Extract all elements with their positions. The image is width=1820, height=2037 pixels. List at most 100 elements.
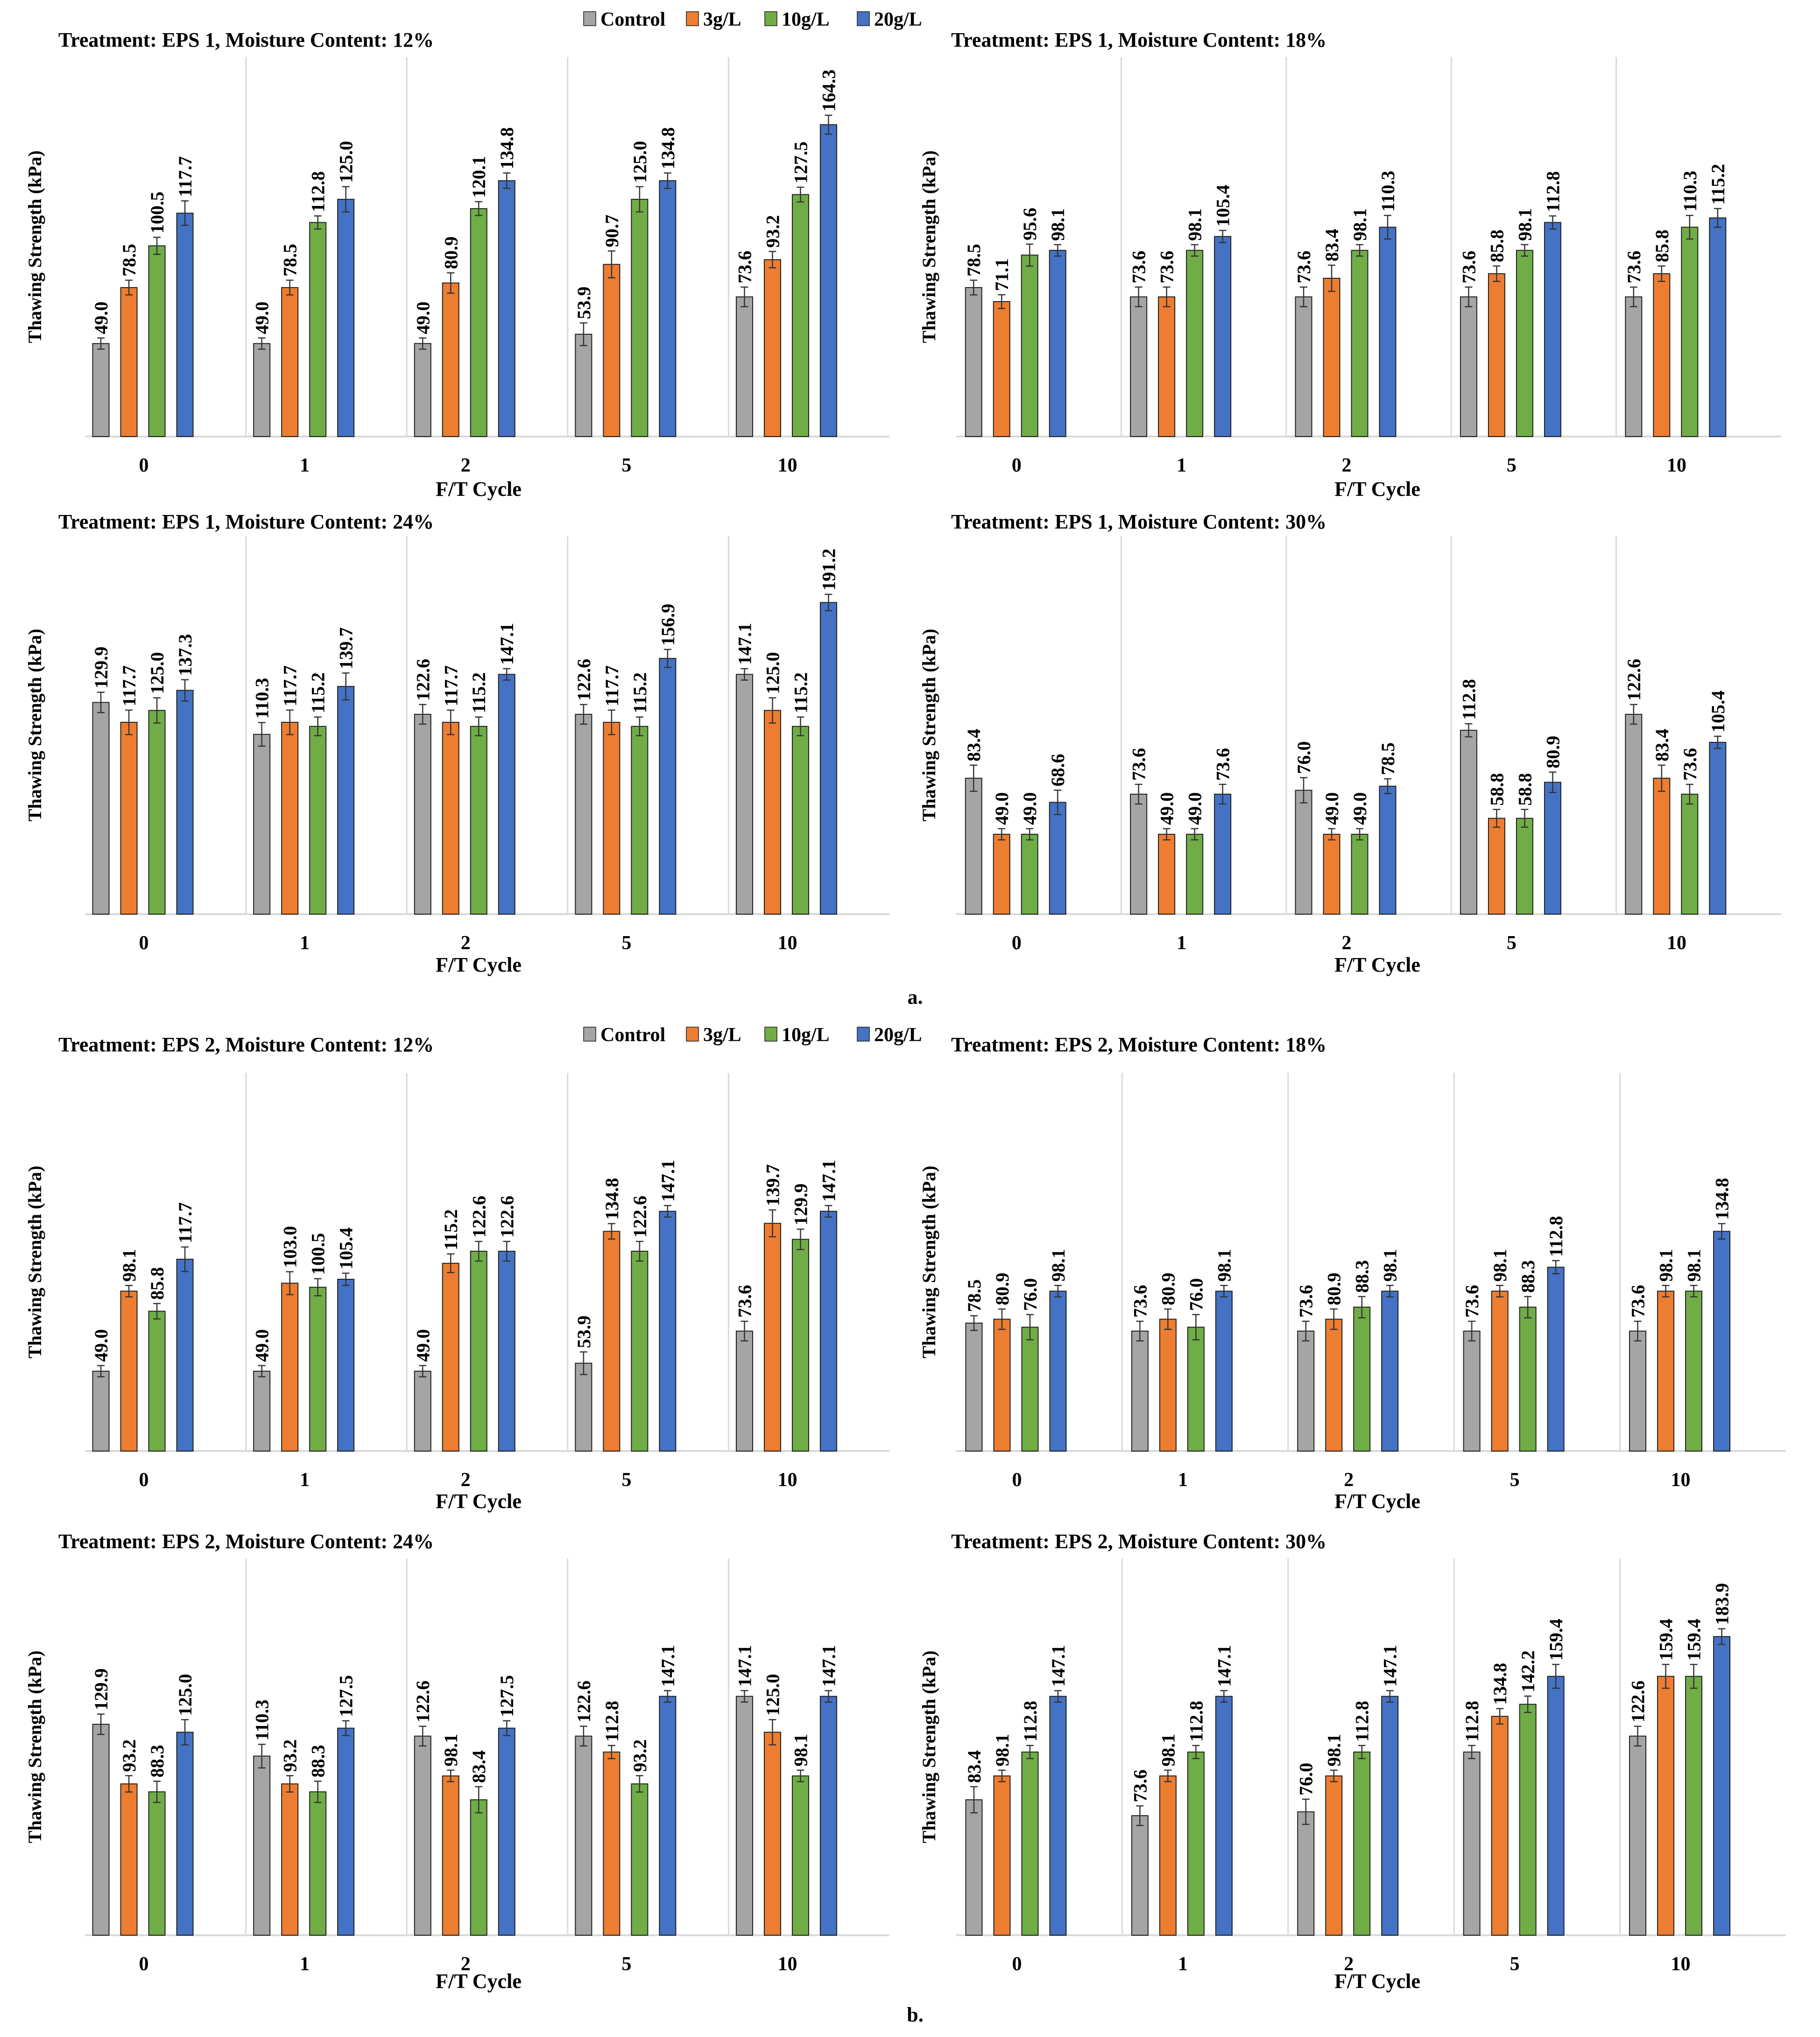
bar-3g-per-l bbox=[281, 722, 299, 915]
data-label: 127.5 bbox=[790, 141, 811, 183]
bar-3g-per-l bbox=[281, 1283, 299, 1452]
bar-control bbox=[414, 343, 431, 437]
bar-control bbox=[965, 777, 982, 915]
bar-3g-per-l bbox=[1323, 277, 1340, 437]
x-tick-label: 0 bbox=[1012, 1953, 1022, 1975]
data-label: 68.6 bbox=[1047, 754, 1068, 786]
bar-control bbox=[1460, 730, 1477, 915]
bar-control bbox=[1295, 789, 1312, 915]
x-tick-label: 1 bbox=[300, 932, 310, 954]
data-label: 49.0 bbox=[1019, 792, 1040, 825]
data-label: 98.1 bbox=[1514, 208, 1535, 241]
y-axis-label: Thawing Strength (kPa) bbox=[24, 1166, 45, 1359]
bar-control bbox=[92, 1724, 110, 1936]
bar-control bbox=[1463, 1751, 1481, 1936]
bar-control bbox=[414, 1735, 431, 1936]
data-label: 76.0 bbox=[1293, 741, 1314, 774]
data-label: 147.1 bbox=[657, 1160, 678, 1202]
legend-label: 10g/L bbox=[782, 9, 830, 30]
bar-10g-per-l bbox=[631, 726, 649, 915]
x-tick-label: 1 bbox=[1178, 1469, 1188, 1491]
bar-10g-per-l bbox=[470, 1799, 487, 1936]
data-label: 73.6 bbox=[1461, 1285, 1482, 1318]
legend-swatch bbox=[583, 1027, 596, 1042]
bar-10g-per-l bbox=[1021, 1751, 1039, 1936]
bar-3g-per-l bbox=[120, 722, 138, 915]
x-axis-label: F/T Cycle bbox=[436, 478, 522, 500]
data-label: 147.1 bbox=[1213, 1645, 1234, 1687]
data-label: 80.9 bbox=[440, 236, 461, 269]
chart-panel-8: Treatment: EPS 2, Moisture Content: 30% T… bbox=[918, 1530, 1786, 1993]
x-tick-label: 0 bbox=[139, 932, 149, 954]
bar-20g-per-l bbox=[498, 1727, 515, 1936]
bar-3g-per-l bbox=[120, 287, 138, 437]
bar-control bbox=[92, 343, 110, 437]
x-tick-label: 10 bbox=[777, 455, 797, 476]
bar-10g-per-l bbox=[791, 726, 809, 915]
data-label: 78.5 bbox=[963, 244, 984, 276]
data-label: 127.5 bbox=[336, 1675, 357, 1717]
bar-3g-per-l bbox=[763, 710, 781, 915]
x-tick-label: 2 bbox=[461, 932, 471, 954]
bar-20g-per-l bbox=[337, 1727, 355, 1936]
bar-10g-per-l bbox=[309, 1287, 327, 1452]
bar-3g-per-l bbox=[603, 1231, 621, 1452]
data-label: 73.6 bbox=[1628, 1285, 1649, 1318]
data-label: 49.0 bbox=[412, 302, 433, 334]
data-label: 122.6 bbox=[629, 1196, 650, 1238]
x-tick-label: 1 bbox=[1177, 455, 1186, 476]
bar-10g-per-l bbox=[309, 222, 327, 437]
bar-10g-per-l bbox=[1685, 1290, 1703, 1452]
bar-20g-per-l bbox=[1713, 1636, 1731, 1936]
bar-3g-per-l bbox=[1488, 818, 1505, 915]
bar-control bbox=[1131, 1331, 1149, 1452]
data-label: 88.3 bbox=[308, 1745, 329, 1777]
chart-panel-3: Treatment: EPS 1, Moisture Content: 24% T… bbox=[24, 510, 889, 976]
data-label: 49.0 bbox=[1321, 792, 1342, 825]
data-label: 93.2 bbox=[629, 1739, 650, 1772]
data-label: 80.9 bbox=[1324, 1273, 1345, 1305]
data-label: 117.7 bbox=[280, 665, 301, 706]
bar-control bbox=[1460, 296, 1477, 437]
data-label: 98.1 bbox=[1489, 1249, 1510, 1282]
data-label: 137.3 bbox=[175, 634, 196, 676]
data-label: 98.1 bbox=[1048, 1249, 1069, 1282]
bar-20g-per-l bbox=[659, 180, 677, 437]
data-label: 58.8 bbox=[1486, 773, 1507, 806]
data-label: 147.1 bbox=[734, 1645, 755, 1687]
x-tick-label: 0 bbox=[139, 1469, 149, 1491]
bar-10g-per-l bbox=[791, 194, 809, 437]
data-label: 115.2 bbox=[440, 1209, 461, 1250]
bar-control bbox=[965, 287, 982, 437]
data-label: 49.0 bbox=[1185, 792, 1206, 825]
data-label: 98.1 bbox=[790, 1734, 811, 1767]
data-label: 88.3 bbox=[1352, 1260, 1373, 1293]
data-label: 164.3 bbox=[818, 70, 839, 112]
bar-control bbox=[253, 343, 271, 437]
chart-title: Treatment: EPS 1, Moisture Content: 30% bbox=[951, 510, 1326, 533]
legend-swatch bbox=[857, 11, 870, 26]
data-label: 73.6 bbox=[1129, 1285, 1150, 1318]
bar-3g-per-l bbox=[120, 1783, 138, 1936]
x-tick-label: 10 bbox=[1671, 1469, 1691, 1491]
bar-control bbox=[1131, 1815, 1149, 1936]
data-label: 139.7 bbox=[762, 1164, 783, 1206]
section-label-b: b. bbox=[907, 2003, 923, 2026]
data-label: 98.1 bbox=[1324, 1734, 1345, 1767]
bar-control bbox=[1130, 794, 1148, 915]
bar-10g-per-l bbox=[309, 1791, 327, 1936]
x-tick-label: 1 bbox=[1177, 932, 1186, 954]
x-tick-label: 1 bbox=[300, 1953, 310, 1975]
bar-3g-per-l bbox=[281, 1783, 299, 1936]
data-label: 125.0 bbox=[762, 1674, 783, 1716]
bar-10g-per-l bbox=[1353, 1306, 1371, 1452]
bar-20g-per-l bbox=[819, 1211, 837, 1452]
bar-10g-per-l bbox=[1681, 226, 1699, 437]
bar-3g-per-l bbox=[281, 287, 299, 437]
legend-swatch bbox=[583, 11, 596, 26]
data-label: 110.3 bbox=[1679, 171, 1700, 212]
x-tick-label: 5 bbox=[621, 1469, 631, 1491]
data-label: 120.1 bbox=[468, 156, 489, 198]
bar-20g-per-l bbox=[1709, 217, 1727, 437]
data-label: 76.0 bbox=[1020, 1278, 1041, 1311]
